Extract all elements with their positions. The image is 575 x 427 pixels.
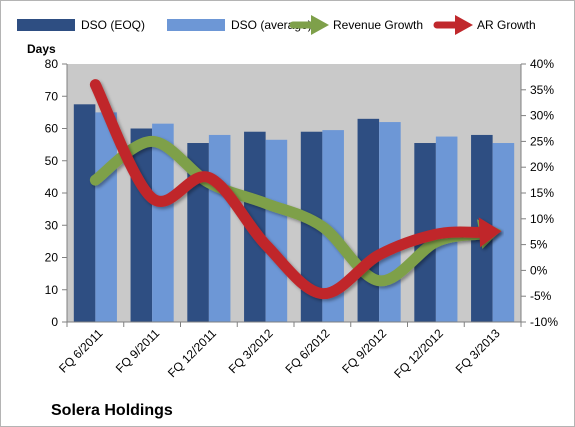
company-label: Solera Holdings [51,402,173,419]
legend-arrow-ar-growth [455,15,473,35]
legend-arrow-revenue-growth [311,15,329,35]
bar-dso-average [379,122,401,322]
y-tick-label: 10 [45,283,59,297]
y-tick-label: 80 [45,57,59,71]
y-axis-right: -10% -5% 0% 5% 10% 15% 20% 25% 30% 35% 40% [521,57,558,329]
bar-dso-eoq [357,118,380,322]
x-tick-label: FQ 6/2011 [56,326,106,376]
y-tick-label: 20 [45,251,59,265]
y2-tick-label: 30% [530,109,554,123]
y2-tick-label: -5% [530,289,552,303]
y-axis-left: 0 10 20 30 40 50 60 70 80 [45,57,67,329]
bar-dso-average [322,130,344,322]
legend-label-revenue-growth: Revenue Growth [333,18,423,32]
bar-dso-eoq [300,131,323,322]
y2-tick-label: 15% [530,186,554,200]
y-tick-label: 0 [51,315,58,329]
line-ar-growth [89,79,485,300]
legend-label-ar-growth: AR Growth [477,18,536,32]
y2-tick-label: 25% [530,134,554,148]
x-tick-label: FQ 9/2011 [113,326,163,376]
y-tick-label: 40 [45,186,59,200]
y2-tick-label: 10% [530,212,554,226]
line-series-group [89,79,502,300]
y-tick-label: 50 [45,154,59,168]
bar-dso-average [208,134,231,322]
y2-tick-label: 40% [530,57,554,71]
bar-dso-average [492,143,515,322]
bar-dso-average [265,139,288,322]
y-tick-label: 30 [45,218,59,232]
y-tick-label: 60 [45,122,59,136]
x-tick-label: FQ 12/2012 [391,326,446,381]
y2-tick-label: -10% [530,315,558,329]
bar-dso-eoq [73,104,96,322]
x-tick-label: FQ 9/2012 [339,326,389,376]
legend: DSO (EOQ) DSO (average) Revenue Growth AR G… [17,15,536,35]
x-tick-label: FQ 6/2012 [283,326,333,376]
bar-dso-eoq [130,128,153,322]
legend-swatch-dso-average [167,19,225,31]
bar-series-group [73,104,515,322]
x-tick-label: FQ 12/2011 [165,326,219,380]
line-revenue-growth [89,135,486,287]
arrowhead-ar-growth [478,217,502,248]
x-tick-label: FQ 3/2013 [453,326,503,376]
y2-tick-label: 35% [530,83,554,97]
bar-dso-average [152,123,174,322]
x-tick-label: FQ 3/2012 [226,326,276,376]
x-axis: FQ 6/2011 FQ 9/2011 FQ 12/2011 FQ 3/2012 FQ … [56,322,522,381]
bar-dso-average [95,112,117,322]
y-axis-title: Days [27,42,56,56]
legend-label-dso-eoq: DSO (EOQ) [81,18,145,32]
legend-label-dso-average: DSO (average) [231,18,312,32]
legend-swatch-dso-eoq [17,19,75,31]
y2-tick-label: 20% [530,160,554,174]
y2-tick-label: 0% [530,263,548,277]
y-tick-label: 70 [45,89,59,103]
y2-tick-label: 5% [530,238,548,252]
